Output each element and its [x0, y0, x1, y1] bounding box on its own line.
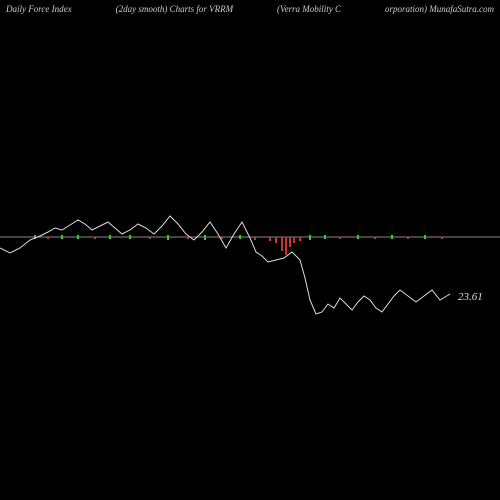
volume-bar	[77, 235, 79, 237]
chart-container: Daily Force Index (2day smooth) Charts f…	[0, 0, 500, 500]
volume-bar	[34, 235, 36, 237]
volume-bar	[374, 237, 376, 239]
volume-bar	[167, 237, 169, 240]
force-index-chart: 23.61	[0, 0, 500, 500]
volume-bar	[61, 237, 63, 239]
volume-bar	[339, 237, 341, 239]
volume-bar	[281, 237, 283, 251]
volume-bar	[187, 237, 189, 239]
volume-bar	[239, 235, 241, 237]
volume-bar	[61, 235, 63, 237]
volume-bar	[129, 235, 131, 237]
volume-bar	[285, 237, 287, 255]
volume-bar	[424, 235, 426, 237]
volume-bar	[47, 237, 49, 239]
volume-bar	[309, 235, 311, 237]
volume-bar	[299, 237, 301, 241]
volume-bar	[109, 237, 111, 239]
chart-header: Daily Force Index (2day smooth) Charts f…	[0, 0, 500, 18]
volume-bar	[94, 237, 96, 239]
volume-bar	[77, 237, 79, 239]
volume-bar	[324, 235, 326, 237]
volume-bar	[149, 237, 151, 239]
volume-bar	[204, 235, 206, 237]
volume-bar	[391, 235, 393, 237]
volume-bar	[324, 237, 326, 239]
header-mid2: (Verra Mobility C	[277, 4, 341, 14]
volume-bar	[109, 235, 111, 237]
volume-bar	[275, 237, 277, 243]
header-right: orporation) MunafaSutra.com	[385, 4, 494, 14]
volume-bar	[357, 235, 359, 237]
volume-bar	[221, 237, 223, 239]
header-left: Daily Force Index	[6, 4, 72, 14]
volume-bar	[391, 237, 393, 239]
volume-bar	[407, 237, 409, 239]
volume-bar	[204, 237, 206, 240]
volume-bar	[293, 237, 295, 243]
volume-bar	[441, 237, 443, 239]
volume-bar	[129, 237, 131, 239]
volume-bar	[309, 237, 311, 240]
force-index-line	[0, 216, 450, 314]
header-mid1: (2day smooth) Charts for VRRM	[116, 4, 234, 14]
volume-bar	[239, 237, 241, 239]
volume-bar	[357, 237, 359, 239]
last-value-label: 23.61	[458, 291, 483, 303]
volume-bar	[424, 237, 426, 239]
volume-bar	[269, 237, 271, 241]
volume-bar	[167, 235, 169, 237]
volume-bar	[289, 237, 291, 247]
volume-bar	[254, 237, 256, 240]
